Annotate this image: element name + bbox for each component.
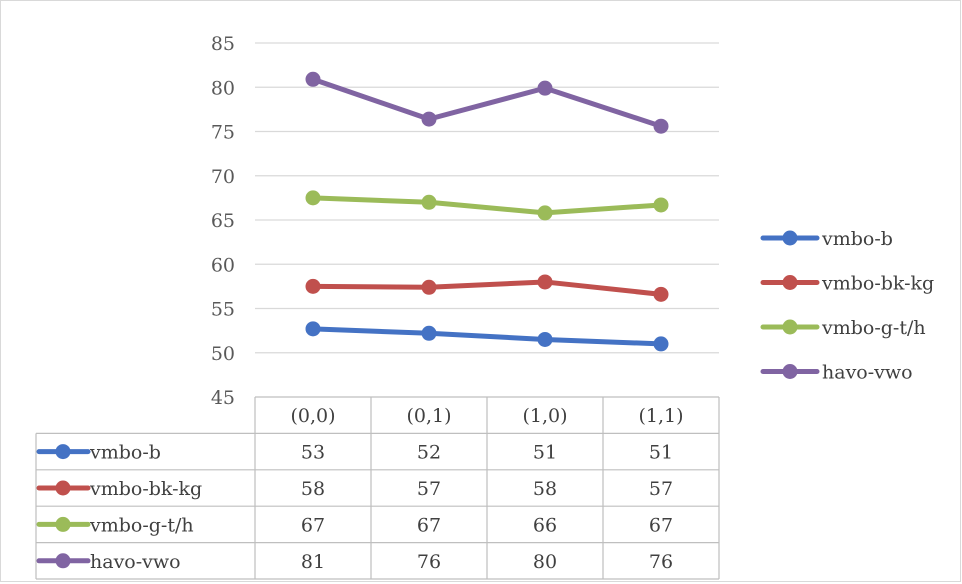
y-tick-label: 55: [211, 299, 235, 321]
table-series-name: havo-vwo: [90, 551, 181, 573]
series-line: [310, 279, 664, 297]
data-point: [421, 194, 437, 210]
category-label: (1,1): [638, 405, 683, 427]
data-point: [653, 197, 669, 213]
data-point: [305, 71, 321, 87]
table-legend-key-marker: [55, 480, 71, 496]
y-tick-label: 65: [211, 210, 235, 232]
data-point: [537, 80, 553, 96]
table-legend-key-marker: [55, 516, 71, 532]
legend-key-marker: [782, 319, 798, 335]
series-line: [310, 326, 664, 347]
y-tick-label: 70: [211, 166, 235, 188]
legend-label: vmbo-g-t/h: [821, 317, 926, 339]
table-cell-value: 80: [533, 551, 557, 573]
table-cell-value: 57: [417, 478, 441, 500]
series-line: [310, 76, 664, 129]
data-point: [305, 190, 321, 206]
y-tick-label: 85: [211, 33, 235, 55]
y-tick-label: 75: [211, 122, 235, 144]
table-cell-value: 66: [533, 514, 557, 536]
y-axis-ticks: 45 50 55 60 65 70 75 80 85: [211, 33, 235, 409]
legend-key-marker: [782, 275, 798, 290]
table-cell-value: 58: [533, 478, 557, 500]
table-cell-value: 67: [649, 514, 673, 536]
legend-label: vmbo-b: [821, 228, 893, 250]
data-point: [537, 274, 553, 290]
legend-label: havo-vwo: [822, 362, 913, 384]
data-point: [537, 331, 553, 347]
y-tick-label: 60: [211, 254, 235, 276]
category-label: (0,0): [290, 405, 335, 427]
table-cell-value: 67: [301, 514, 325, 536]
data-point: [653, 336, 669, 352]
data-point: [421, 111, 437, 127]
table-cell-value: 51: [533, 442, 557, 464]
data-point: [537, 205, 553, 221]
data-point: [653, 118, 669, 134]
y-tick-label: 80: [211, 77, 235, 99]
data-point: [305, 278, 321, 294]
data-point: [653, 286, 669, 302]
data-point: [421, 325, 437, 341]
table-series-name: vmbo-g-t/h: [89, 514, 194, 536]
table-cell-value: 76: [649, 551, 673, 573]
category-label: (1,0): [522, 405, 567, 427]
table-legend-key-marker: [55, 553, 71, 569]
data-point: [421, 279, 437, 295]
table-legend-key-marker: [55, 444, 71, 460]
legend-label: vmbo-bk-kg: [821, 273, 934, 295]
table-cell-value: 67: [417, 514, 441, 536]
table-series-name: vmbo-bk-kg: [89, 478, 202, 500]
table-series-name: vmbo-b: [89, 442, 161, 464]
category-label: (0,1): [406, 405, 451, 427]
legend: vmbo-b vmbo-bk-kg vmbo-g-t/h havo-vwo: [760, 228, 934, 384]
table-cell-value: 81: [301, 551, 325, 573]
table-cell-value: 51: [649, 442, 673, 464]
legend-key-marker: [782, 230, 798, 246]
table-cell-value: 58: [301, 478, 325, 500]
data-point: [305, 321, 321, 337]
y-tick-label: 45: [211, 387, 235, 409]
data-table: (0,0) (0,1) (1,0) (1,1) vmbo-b 53 52 51 51 vmbo-b…: [35, 396, 720, 580]
table-cell-value: 76: [417, 551, 441, 573]
legend-key-marker: [782, 364, 798, 379]
series-lines: [305, 71, 669, 352]
series-line: [310, 195, 664, 216]
y-tick-label: 50: [211, 343, 235, 365]
table-cell-value: 57: [649, 478, 673, 500]
table-cell-value: 53: [301, 442, 325, 464]
table-cell-value: 52: [417, 442, 441, 464]
